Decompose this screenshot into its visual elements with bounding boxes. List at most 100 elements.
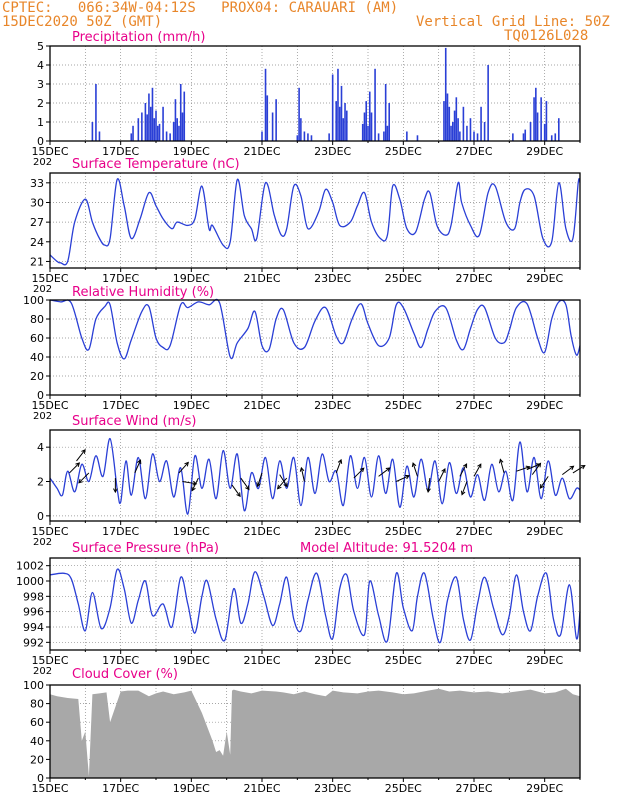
precip-bar <box>95 84 97 141</box>
precip-panel <box>46 45 581 145</box>
precip-bar <box>340 85 343 141</box>
precip-bar <box>536 112 539 141</box>
wind-arrow <box>231 484 241 497</box>
wind-xtick-label: 19DEC <box>173 525 210 538</box>
pres-xtick-label: 17DEC <box>102 654 139 667</box>
precip-bar <box>367 125 369 141</box>
pres-ytick-label: 1002 <box>16 560 44 573</box>
wind-arrow-head <box>81 449 86 454</box>
precip-bar <box>476 133 479 141</box>
precip-bar <box>169 133 171 141</box>
temp-panel <box>46 172 581 272</box>
pres-xtick-label: 27DEC <box>455 654 492 667</box>
wind-arrow-head <box>498 458 504 464</box>
precip-bar <box>172 122 175 141</box>
temp-ytick-label: 33 <box>30 177 44 190</box>
precip-bar <box>141 112 143 141</box>
rh-xtick-label: 23DEC <box>314 399 351 412</box>
cloud-frame <box>49 684 581 779</box>
precip-bar <box>448 106 451 141</box>
precip-bar <box>132 125 134 141</box>
wind-arrow-head <box>137 459 142 465</box>
wind-arrow-head <box>411 462 417 468</box>
wind-arrow <box>499 459 505 474</box>
precip-bar <box>361 123 364 141</box>
precip-xtick-label: 25DEC <box>385 145 422 158</box>
pres-frame <box>49 557 581 651</box>
wind-arrow-head <box>75 462 81 468</box>
wind-arrow <box>76 449 86 462</box>
temp-ytick-label: 30 <box>30 196 44 209</box>
precip-bar <box>261 131 263 141</box>
cloud-ytick-label: 40 <box>30 735 44 748</box>
wind-arrow-head <box>113 488 118 494</box>
precip-bar <box>264 68 267 141</box>
wind-arrow <box>516 466 530 472</box>
cloud-ytick-label: 0 <box>37 772 44 785</box>
pres-ytick-label: 992 <box>23 636 44 649</box>
precip-bar <box>151 87 154 141</box>
wind-arrow-head <box>462 463 468 469</box>
precip-bar <box>483 122 486 141</box>
precip-bar <box>98 131 101 141</box>
temp-ytick-label: 21 <box>30 255 44 268</box>
header-line-2-left: 15DEC2020 50Z (GMT) <box>2 14 163 30</box>
rh-xtick-label: 21DEC <box>243 399 280 412</box>
cloud-ytick-label: 60 <box>30 716 44 729</box>
precip-title: Precipitation (mm/h) <box>72 30 205 45</box>
precip-ytick-label: 3 <box>37 78 44 91</box>
precip-bar <box>529 122 532 141</box>
wind-arrow-head <box>276 484 282 490</box>
cloud-xtick-label: 27DEC <box>455 782 492 795</box>
cloud-ytick-label: 100 <box>23 679 44 692</box>
wind-arrow <box>396 475 410 482</box>
rh-title: Relative Humidity (%) <box>72 285 214 300</box>
temp-xtick-label: 15DEC <box>31 272 68 285</box>
cloud-cover-area <box>50 688 580 778</box>
rh-ytick-label: 100 <box>23 294 44 307</box>
temp-ytick-label: 27 <box>30 216 44 229</box>
cloud-xtick-label: 17DEC <box>102 782 139 795</box>
rh-ytick-label: 40 <box>30 351 44 364</box>
precip-bar <box>310 135 313 141</box>
cloud-xtick-label: 19DEC <box>173 782 210 795</box>
precip-bar <box>165 131 168 141</box>
precip-ytick-label: 5 <box>37 40 44 53</box>
wind-arrow <box>438 468 446 482</box>
precip-bar <box>406 131 408 141</box>
cloud-xtick-label: 29DEC <box>526 782 563 795</box>
precip-bar <box>144 103 147 141</box>
header-line-1: CPTEC: 066:34W-04:12S PROX04: CARAUARI (… <box>2 0 399 16</box>
pres-ytick-label: 994 <box>23 621 44 634</box>
wind-arrow-head <box>477 463 482 469</box>
precip-xtick-label: 19DEC <box>173 145 210 158</box>
precip-bar <box>368 91 371 141</box>
precip-xtick-label: 27DEC <box>455 145 492 158</box>
cloud-ytick-label: 80 <box>30 698 44 711</box>
pres-ytick-label: 998 <box>23 590 44 603</box>
precip-bar <box>452 122 454 141</box>
precip-bar <box>328 133 330 141</box>
wind-arrow <box>257 472 263 487</box>
temp-ytick-label: 24 <box>30 236 44 249</box>
wind-arrow-head <box>192 480 198 486</box>
wind-xtick-label: 15DEC <box>31 525 68 538</box>
precip-bar <box>176 118 178 141</box>
precip-bar <box>450 125 452 141</box>
precip-bar <box>153 118 156 141</box>
rh-xtick-label: 27DEC <box>455 399 492 412</box>
precip-bar <box>148 93 150 141</box>
precip-bar <box>416 135 419 141</box>
precip-bar <box>443 101 445 141</box>
rh-xtick-label: 17DEC <box>102 399 139 412</box>
precip-bar <box>388 103 390 141</box>
cloud-panel <box>46 684 581 782</box>
precip-bar <box>91 122 94 141</box>
precip-bar <box>466 125 468 141</box>
wind-arrow <box>459 463 468 477</box>
wind-arrow-head <box>569 465 575 471</box>
precip-bar <box>543 123 546 141</box>
rh-ytick-label: 60 <box>30 332 44 345</box>
precip-bar <box>558 118 560 141</box>
wind-xtick-label: 27DEC <box>455 525 492 538</box>
